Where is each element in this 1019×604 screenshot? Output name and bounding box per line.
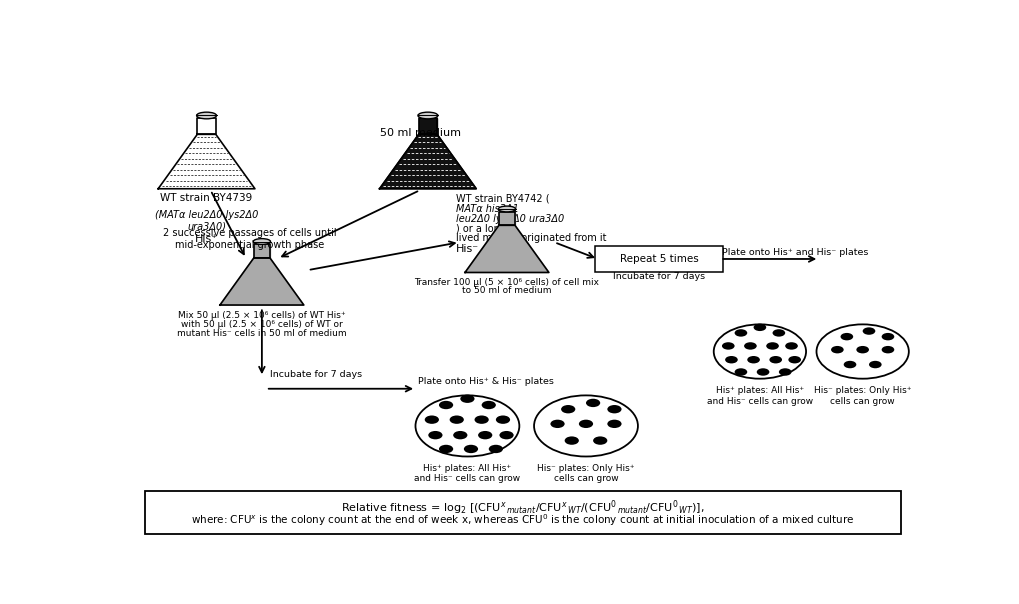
Ellipse shape bbox=[424, 416, 438, 424]
Text: lived mutant originated from it: lived mutant originated from it bbox=[455, 233, 605, 243]
Ellipse shape bbox=[579, 420, 592, 428]
Text: Incubate for 7 days: Incubate for 7 days bbox=[612, 272, 704, 281]
Text: Plate onto His⁺ & His⁻ plates: Plate onto His⁺ & His⁻ plates bbox=[418, 378, 553, 387]
Ellipse shape bbox=[768, 356, 782, 364]
Polygon shape bbox=[498, 211, 515, 225]
Ellipse shape bbox=[747, 356, 759, 364]
Ellipse shape bbox=[756, 368, 768, 376]
Ellipse shape bbox=[779, 368, 791, 376]
Ellipse shape bbox=[713, 324, 805, 379]
Ellipse shape bbox=[868, 361, 880, 368]
Text: mutant His⁻ cells in 50 ml of medium: mutant His⁻ cells in 50 ml of medium bbox=[177, 329, 346, 338]
Ellipse shape bbox=[744, 342, 756, 350]
Ellipse shape bbox=[253, 239, 270, 245]
Text: Plate onto His⁺ and His⁻ plates: Plate onto His⁺ and His⁻ plates bbox=[721, 248, 867, 257]
Polygon shape bbox=[220, 258, 304, 305]
Ellipse shape bbox=[452, 431, 467, 439]
Ellipse shape bbox=[880, 333, 894, 341]
Ellipse shape bbox=[771, 329, 785, 336]
Text: ) or a long-: ) or a long- bbox=[455, 224, 508, 234]
Text: (​MATα leu2Δ0 lys2Δ0
ura3Δ0): (​MATα leu2Δ0 lys2Δ0 ura3Δ0) bbox=[155, 210, 258, 231]
Ellipse shape bbox=[495, 416, 510, 424]
Polygon shape bbox=[379, 134, 476, 188]
FancyBboxPatch shape bbox=[595, 246, 722, 272]
Ellipse shape bbox=[585, 399, 599, 407]
Text: to 50 ml of medium: to 50 ml of medium bbox=[462, 286, 551, 295]
Text: Transfer 100 µl (5 × 10⁶ cells) of cell mix: Transfer 100 µl (5 × 10⁶ cells) of cell … bbox=[414, 278, 599, 287]
Text: Repeat 5 times: Repeat 5 times bbox=[620, 254, 698, 264]
Ellipse shape bbox=[785, 342, 797, 350]
Text: Mix 50 µl (2.5 × 10⁶ cells) of WT His⁺: Mix 50 µl (2.5 × 10⁶ cells) of WT His⁺ bbox=[178, 310, 345, 320]
Polygon shape bbox=[158, 134, 255, 188]
Ellipse shape bbox=[550, 420, 565, 428]
Ellipse shape bbox=[499, 431, 514, 439]
Ellipse shape bbox=[428, 431, 442, 439]
Ellipse shape bbox=[565, 437, 579, 445]
Ellipse shape bbox=[765, 342, 779, 350]
FancyBboxPatch shape bbox=[145, 490, 900, 535]
Ellipse shape bbox=[460, 394, 474, 403]
Ellipse shape bbox=[606, 405, 621, 413]
Ellipse shape bbox=[474, 416, 488, 424]
Text: His⁺ plates: All His⁺
and His⁻ cells can grow: His⁺ plates: All His⁺ and His⁻ cells can… bbox=[414, 464, 520, 483]
Text: Relative fitness = log$_2$ [(CFU$^x$$_{\,mutant}$/CFU$^x$$_{\,WT}$/(CFU$^0$$_{\,: Relative fitness = log$_2$ [(CFU$^x$$_{\… bbox=[340, 498, 704, 517]
Ellipse shape bbox=[534, 396, 637, 457]
Text: WT strain BY4742 (: WT strain BY4742 ( bbox=[455, 193, 548, 204]
Ellipse shape bbox=[606, 420, 621, 428]
Ellipse shape bbox=[560, 405, 575, 413]
Ellipse shape bbox=[734, 368, 747, 376]
Ellipse shape bbox=[815, 324, 908, 379]
Ellipse shape bbox=[840, 333, 852, 341]
Ellipse shape bbox=[488, 445, 502, 453]
Text: His⁺: His⁺ bbox=[195, 234, 218, 245]
Ellipse shape bbox=[856, 346, 868, 353]
Text: where: CFU$^x$ is the colony count at the end of week x, whereas CFU$^0$ is the : where: CFU$^x$ is the colony count at th… bbox=[191, 512, 854, 528]
Ellipse shape bbox=[438, 445, 452, 453]
Ellipse shape bbox=[481, 401, 495, 409]
Ellipse shape bbox=[830, 346, 843, 353]
Text: leu2Δ0 lys2Δ0 ura3Δ0: leu2Δ0 lys2Δ0 ura3Δ0 bbox=[455, 214, 564, 224]
Ellipse shape bbox=[498, 206, 515, 212]
Ellipse shape bbox=[734, 329, 747, 336]
Ellipse shape bbox=[418, 112, 437, 119]
Ellipse shape bbox=[197, 112, 216, 119]
Text: Incubate for 7 days: Incubate for 7 days bbox=[269, 370, 362, 379]
Ellipse shape bbox=[415, 396, 519, 457]
Polygon shape bbox=[465, 225, 548, 272]
Ellipse shape bbox=[843, 361, 856, 368]
Ellipse shape bbox=[862, 327, 874, 335]
Text: His⁻ plates: Only His⁺
cells can grow: His⁻ plates: Only His⁺ cells can grow bbox=[537, 464, 634, 483]
Text: MATα his3Δ1: MATα his3Δ1 bbox=[455, 204, 518, 214]
Ellipse shape bbox=[788, 356, 800, 364]
Polygon shape bbox=[254, 244, 270, 258]
Ellipse shape bbox=[449, 416, 464, 424]
Text: His⁻: His⁻ bbox=[455, 243, 478, 254]
Polygon shape bbox=[418, 118, 437, 134]
Text: His⁺ plates: All His⁺
and His⁻ cells can grow: His⁺ plates: All His⁺ and His⁻ cells can… bbox=[706, 387, 812, 406]
Ellipse shape bbox=[725, 356, 737, 364]
Text: WT strain BY4739: WT strain BY4739 bbox=[160, 193, 253, 204]
Ellipse shape bbox=[464, 445, 478, 453]
Ellipse shape bbox=[438, 401, 452, 409]
Text: 2 successive passages of cells until
mid-exponential growth phase: 2 successive passages of cells until mid… bbox=[163, 228, 336, 250]
Polygon shape bbox=[197, 118, 216, 134]
Ellipse shape bbox=[880, 346, 894, 353]
Text: His⁻ plates: Only His⁺
cells can grow: His⁻ plates: Only His⁺ cells can grow bbox=[813, 387, 911, 406]
Text: with 50 µl (2.5 × 10⁶ cells) of WT or: with 50 µl (2.5 × 10⁶ cells) of WT or bbox=[180, 320, 342, 329]
Ellipse shape bbox=[753, 324, 765, 331]
Text: 50 ml medium: 50 ml medium bbox=[380, 128, 461, 138]
Ellipse shape bbox=[721, 342, 734, 350]
Ellipse shape bbox=[478, 431, 492, 439]
Ellipse shape bbox=[592, 437, 606, 445]
